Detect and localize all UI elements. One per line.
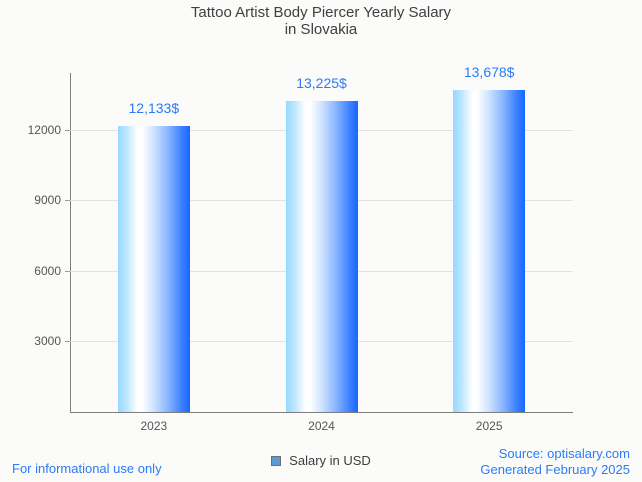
y-tick-label: 12000	[27, 122, 61, 137]
x-axis-label-2024: 2024	[308, 419, 335, 433]
y-tick-label: 6000	[34, 263, 61, 278]
x-axis-label-2023: 2023	[140, 419, 168, 433]
bar-value-label-2025: 13,678$	[463, 63, 515, 80]
y-tick-mark	[65, 341, 70, 343]
bar-value-label-2024: 13,225$	[296, 74, 347, 91]
legend-label-salary-in-usd: Salary in USD	[289, 453, 371, 468]
legend-swatch-salary-in-usd	[271, 455, 282, 466]
y-tick-mark	[65, 270, 70, 272]
y-tick-mark	[65, 200, 70, 202]
chart-legend: Salary in USD	[0, 453, 642, 468]
bar-2023[interactable]	[117, 126, 190, 412]
y-axis-line	[70, 73, 71, 413]
chart-title: Tattoo Artist Body Piercer Yearly Salary…	[0, 4, 642, 38]
y-tick-mark	[65, 129, 70, 131]
source-block: Source: optisalary.com Generated Februar…	[480, 446, 630, 478]
bar-2024[interactable]	[285, 100, 358, 412]
chart-title-line-2: in Slovakia	[284, 21, 358, 38]
y-tick-label: 3000	[34, 334, 61, 349]
source-text: Source: optisalary.com	[498, 446, 630, 461]
y-tick-label: 9000	[34, 193, 61, 208]
plot-area: 3000 6000 9000 12000	[28, 73, 573, 412]
x-axis-label-2025: 2025	[475, 419, 503, 433]
bar-2025[interactable]	[453, 90, 526, 412]
x-axis-line	[70, 412, 573, 413]
chart-title-line-1: Tattoo Artist Body Piercer Yearly Salary	[190, 4, 452, 21]
generated-text: Generated February 2025	[480, 462, 630, 477]
bar-value-label-2023: 12,133$	[128, 100, 180, 117]
disclaimer-text: For informational use only	[12, 461, 162, 476]
